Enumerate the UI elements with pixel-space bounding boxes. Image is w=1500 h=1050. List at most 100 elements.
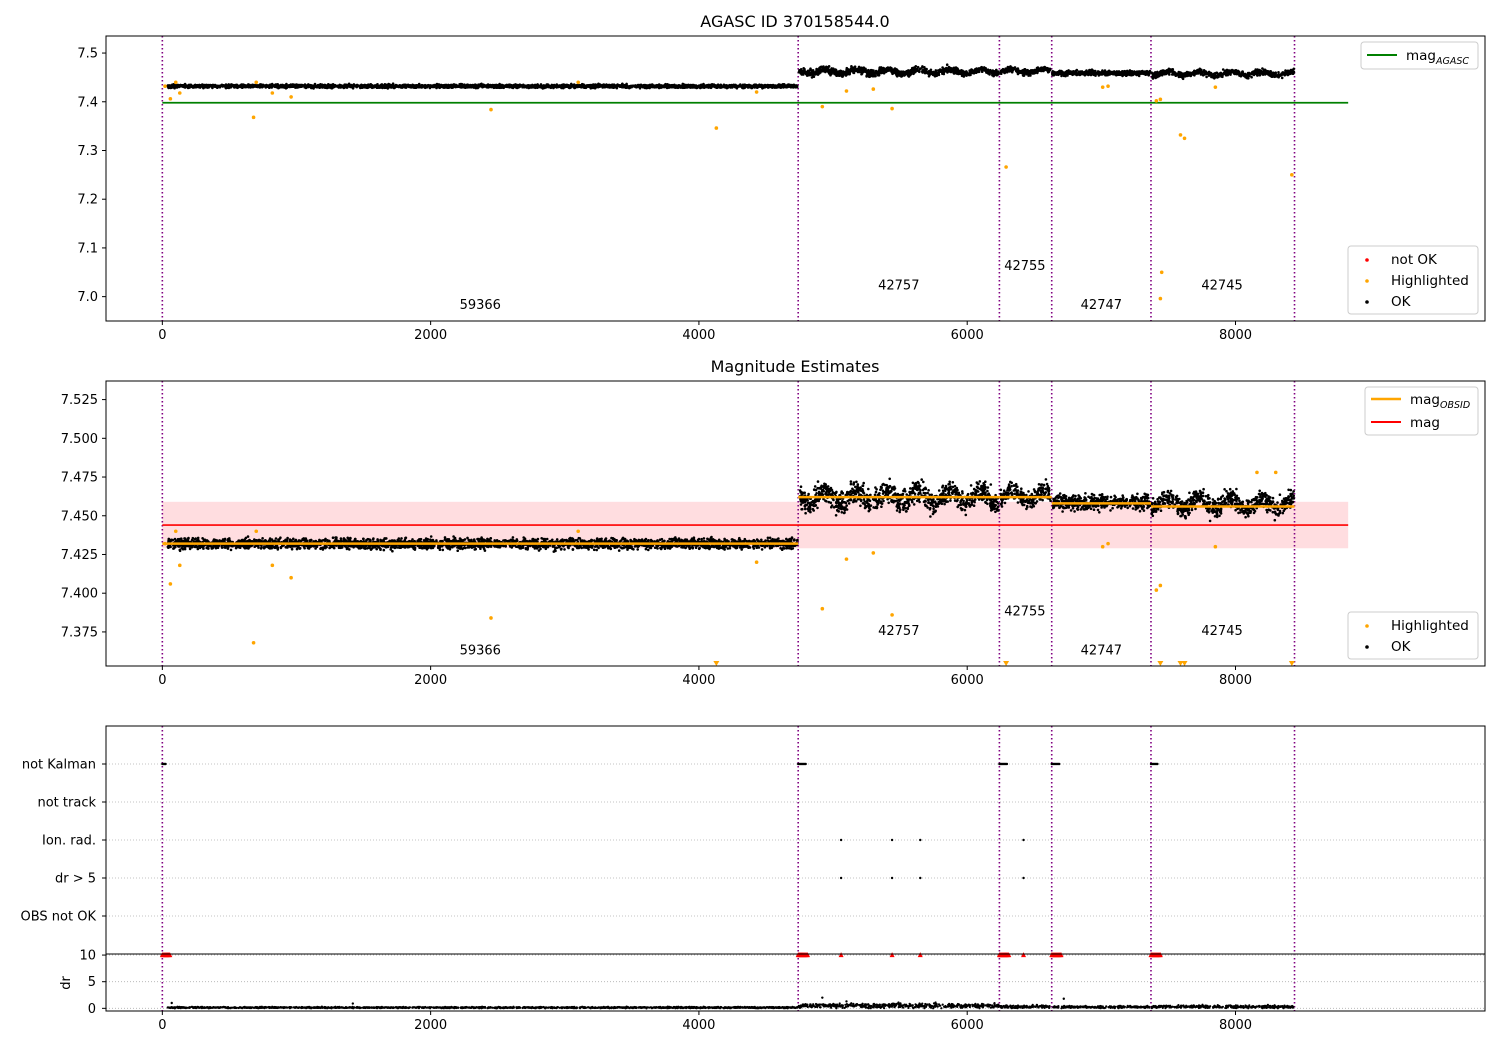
ok-point [864,70,867,73]
ok-point [594,85,598,89]
ok-point [1051,72,1055,75]
ok-point [779,83,783,87]
ok-point [508,86,511,89]
ok-point [1039,69,1043,73]
ok-point [374,84,378,88]
ok-point [589,84,593,87]
ok-point [891,71,894,74]
ok-point [1019,70,1023,73]
ok-point [717,84,721,87]
ok-point [672,85,675,89]
ok-point [1071,73,1074,76]
ok-point [227,86,231,90]
ok-point [906,72,909,76]
ok-point [309,83,312,87]
ok-point [292,84,295,88]
ok-point [1025,71,1028,74]
ok-point [470,85,474,89]
ok-point [759,84,763,88]
ok-point [490,85,494,88]
ok-point [820,65,823,69]
ok-point [1107,71,1111,75]
ok-point [972,71,976,74]
ok-point [745,84,748,87]
ok-point [362,84,366,88]
ok-point [1131,73,1135,77]
ok-point [1064,74,1067,78]
ok-point [962,71,965,74]
ok-point [703,86,706,89]
ok-point [799,68,803,71]
ok-point [678,84,681,88]
ok-point [948,70,951,73]
ok-point [838,70,842,74]
ok-point [1001,70,1005,73]
ok-point [573,86,576,90]
ok-point [872,72,875,75]
ok-point [987,71,990,74]
ok-point [873,74,877,78]
ok-point [897,71,901,75]
ok-point [178,85,182,88]
ok-point [171,85,174,88]
ok-point [379,86,383,89]
ok-point [723,84,727,88]
ok-point [921,69,924,72]
ok-point [949,67,953,71]
ok-point [356,84,360,88]
ok-point [913,67,916,70]
ok-point [508,83,511,87]
ok-point [522,85,526,89]
ok-point [460,86,463,89]
ok-point [623,84,627,88]
ok-point [642,84,645,87]
ok-point [259,84,263,88]
ok-point [991,69,995,72]
ok-point [390,85,394,89]
ok-point [525,85,528,88]
ok-point [416,85,420,89]
ok-point [1009,68,1012,71]
ok-point [414,84,418,87]
ok-point [777,85,780,88]
top-panel: AGASC ID 370158544.0 5936642757427554274… [77,12,1486,343]
ok-point [804,71,807,74]
ok-point [251,85,254,88]
ok-point [869,74,872,77]
ok-point [1013,66,1017,69]
ok-point [923,70,927,74]
ok-point [788,83,791,87]
ok-point [802,67,805,70]
ok-point [1141,70,1144,74]
ok-point [514,83,517,86]
ok-point [1100,72,1104,75]
ok-point [1083,70,1086,74]
ok-point [874,69,878,73]
ok-point [1123,72,1127,76]
ok-point [977,67,980,70]
ok-point [826,66,830,70]
ok-point [1168,73,1171,76]
ok-point [568,86,571,90]
ok-point [442,86,445,89]
ok-point [1040,66,1043,69]
ok-point [532,85,536,89]
ok-point [266,85,270,88]
ok-point [422,84,425,88]
ok-point [1015,69,1018,72]
ok-point [808,73,811,76]
ok-point [541,87,545,90]
ok-point [656,84,659,88]
ok-point [1028,71,1032,75]
ok-point [339,84,343,87]
ok-point [1074,72,1078,76]
ok-point [387,85,391,89]
ok-point [693,84,696,88]
ok-point [791,86,795,89]
ok-point [224,86,228,90]
ok-point [712,84,716,87]
ok-point [349,84,352,88]
ok-point [929,72,932,75]
ok-point [612,83,616,86]
ok-point [881,68,885,71]
